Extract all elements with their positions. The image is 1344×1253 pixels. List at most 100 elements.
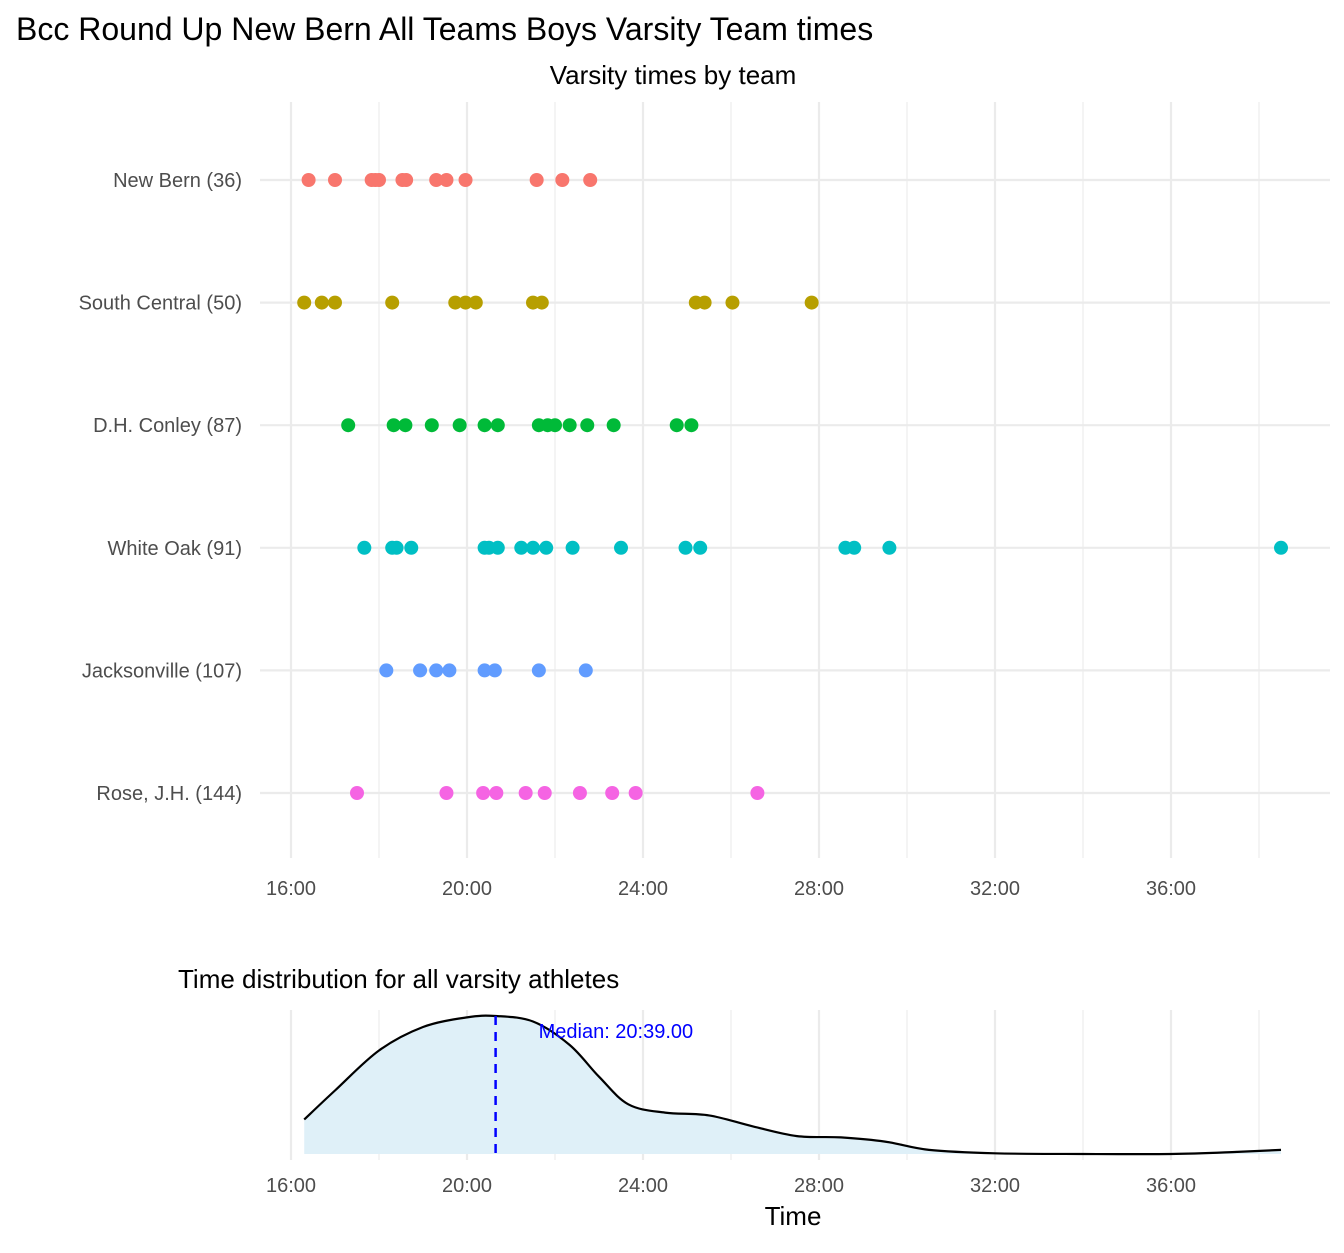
scatter-point: [572, 786, 587, 800]
scatter-point: [477, 663, 492, 678]
density-x-tick-label: 32:00: [970, 1175, 1020, 1197]
scatter-point: [452, 418, 467, 433]
scatter-point: [565, 540, 580, 555]
scatter-point: [490, 418, 505, 433]
scatter-point: [555, 173, 570, 187]
scatter-point: [605, 786, 620, 800]
scatter-point: [578, 663, 593, 678]
scatter-point: [583, 173, 598, 187]
scatter-x-tick-labels: 16:00 20:00 24:00 28:00 32:00 36:00: [266, 878, 1196, 900]
density-x-tick-label: 28:00: [794, 1175, 844, 1197]
scatter-point: [882, 540, 897, 555]
scatter-points: [297, 173, 1288, 800]
scatter-point: [350, 786, 364, 800]
scatter-point: [386, 418, 401, 433]
scatter-title: Varsity times by team: [550, 60, 797, 90]
scatter-point: [725, 295, 740, 310]
scatter-point: [458, 173, 473, 187]
scatter-panel: Varsity times by team New Bern (36) South…: [79, 60, 1330, 900]
scatter-point: [537, 786, 552, 800]
scatter-point: [442, 663, 457, 678]
scatter-point: [490, 540, 505, 555]
density-x-axis-label: Time: [765, 1201, 822, 1231]
density-title: Time distribution for all varsity athlet…: [178, 964, 619, 994]
scatter-point: [413, 663, 428, 678]
median-label: Median: 20:39.00: [539, 1021, 694, 1043]
scatter-point: [684, 418, 699, 433]
scatter-point: [399, 173, 414, 187]
scatter-point: [477, 418, 492, 433]
scatter-point: [389, 540, 404, 555]
scatter-point: [404, 540, 419, 555]
scatter-point: [514, 540, 529, 555]
scatter-y-tick-label: White Oak (91): [108, 538, 242, 560]
scatter-point: [398, 418, 413, 433]
scatter-y-tick-label: New Bern (36): [113, 170, 242, 192]
scatter-point: [750, 786, 765, 800]
scatter-point: [458, 295, 473, 310]
scatter-point: [606, 418, 621, 433]
scatter-point: [328, 295, 342, 310]
scatter-point: [526, 540, 540, 555]
scatter-point: [372, 173, 386, 187]
scatter-x-tick-label: 28:00: [794, 878, 844, 900]
scatter-point: [314, 295, 329, 310]
scatter-point: [297, 295, 312, 310]
scatter-point: [328, 173, 342, 187]
scatter-point: [847, 540, 862, 555]
density-line: [303, 1014, 1282, 1156]
scatter-y-tick-labels: New Bern (36) South Central (50) D.H. Conl…: [79, 170, 242, 805]
density-x-tick-label: 36:00: [1146, 1175, 1196, 1197]
scatter-x-tick-label: 36:00: [1146, 878, 1196, 900]
scatter-point: [489, 786, 504, 800]
scatter-point: [669, 418, 684, 433]
density-x-tick-label: 16:00: [266, 1175, 316, 1197]
scatter-point: [534, 295, 549, 310]
scatter-y-tick-label: Rose, J.H. (144): [96, 783, 242, 805]
scatter-x-tick-label: 20:00: [442, 878, 492, 900]
scatter-point: [448, 295, 463, 310]
scatter-point: [429, 173, 444, 187]
scatter-x-tick-label: 24:00: [618, 878, 668, 900]
scatter-point: [468, 295, 483, 310]
scatter-point: [429, 663, 444, 678]
scatter-point: [439, 786, 454, 800]
scatter-y-tick-label: D.H. Conley (87): [93, 415, 242, 437]
scatter-point: [487, 663, 502, 678]
density-x-tick-label: 24:00: [618, 1175, 668, 1197]
scatter-grid: [260, 102, 1330, 858]
main-title: Bcc Round Up New Bern All Teams Boys Var…: [16, 11, 873, 47]
scatter-point: [548, 418, 562, 433]
scatter-point: [697, 295, 712, 310]
density-area: [304, 1015, 1281, 1155]
scatter-point: [531, 663, 546, 678]
scatter-point: [1274, 540, 1288, 555]
density-panel: Time distribution for all varsity athlet…: [178, 964, 1282, 1231]
scatter-point: [804, 295, 819, 310]
scatter-point: [518, 786, 533, 800]
scatter-point: [614, 540, 628, 555]
scatter-y-tick-label: South Central (50): [79, 293, 242, 315]
scatter-point: [301, 173, 316, 187]
scatter-point: [562, 418, 577, 433]
scatter-point: [628, 786, 643, 800]
scatter-point: [341, 418, 356, 433]
scatter-point: [357, 540, 372, 555]
scatter-point: [476, 786, 491, 800]
scatter-x-tick-label: 32:00: [970, 878, 1020, 900]
scatter-x-tick-label: 16:00: [266, 878, 316, 900]
scatter-point: [424, 418, 439, 433]
density-x-tick-label: 20:00: [442, 1175, 492, 1197]
scatter-point: [439, 173, 454, 187]
scatter-point: [529, 173, 544, 187]
scatter-y-tick-label: Jacksonville (107): [82, 660, 242, 682]
scatter-point: [678, 540, 693, 555]
scatter-point: [385, 295, 400, 310]
scatter-point: [379, 663, 394, 678]
scatter-point: [539, 540, 554, 555]
scatter-point: [693, 540, 708, 555]
density-x-tick-labels: 16:00 20:00 24:00 28:00 32:00 36:00: [266, 1175, 1196, 1197]
scatter-point: [580, 418, 595, 433]
